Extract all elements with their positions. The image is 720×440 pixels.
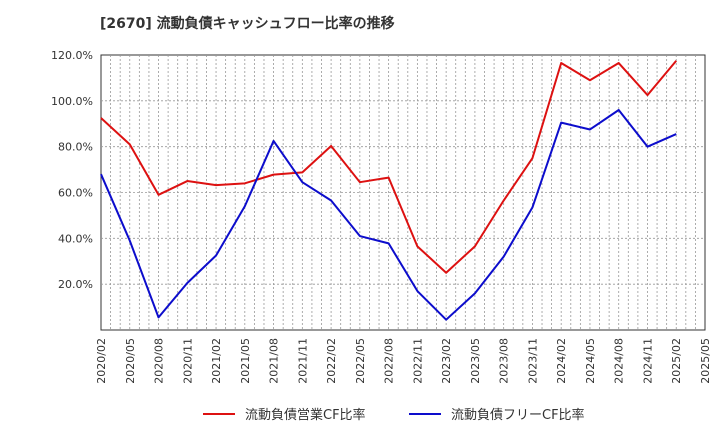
x-tick-label: 2024/02 bbox=[555, 338, 568, 384]
x-tick-label: 2022/08 bbox=[383, 338, 396, 384]
y-tick-label: 40.0% bbox=[58, 232, 93, 245]
x-tick-label: 2023/05 bbox=[469, 338, 482, 384]
x-tick-label: 2020/08 bbox=[153, 338, 166, 384]
series-lines bbox=[100, 60, 678, 321]
x-axis-ticks: 2020/02 2020/05 2020/08 2020/11 2021/02 2021/… bbox=[95, 338, 712, 384]
x-tick-label: 2020/02 bbox=[95, 338, 108, 384]
x-tick-label: 2023/02 bbox=[440, 338, 453, 384]
y-tick-label: 120.0% bbox=[51, 49, 93, 62]
x-tick-label: 2020/11 bbox=[181, 338, 194, 384]
y-tick-label: 80.0% bbox=[58, 141, 93, 154]
x-tick-label: 2022/05 bbox=[354, 338, 367, 384]
grid-lines bbox=[101, 55, 705, 330]
x-tick-label: 2022/11 bbox=[411, 338, 424, 384]
series-line-operating-cf bbox=[100, 60, 678, 274]
legend-label: 流動負債フリーCF比率 bbox=[451, 407, 585, 423]
y-tick-label: 100.0% bbox=[51, 95, 93, 108]
x-tick-label: 2021/11 bbox=[296, 338, 309, 384]
x-tick-label: 2021/08 bbox=[268, 338, 281, 384]
y-axis-ticks: 20.0% 40.0% 60.0% 80.0% 100.0% 120.0% bbox=[51, 49, 93, 291]
x-tick-label: 2024/11 bbox=[641, 338, 654, 384]
series-line-free-cf bbox=[100, 109, 677, 321]
x-tick-label: 2020/05 bbox=[124, 338, 137, 384]
x-tick-label: 2022/02 bbox=[325, 338, 338, 384]
x-tick-label: 2024/05 bbox=[584, 338, 597, 384]
x-tick-label: 2024/08 bbox=[613, 338, 626, 384]
legend: 流動負債営業CF比率 流動負債フリーCF比率 bbox=[203, 407, 585, 423]
x-tick-label: 2021/05 bbox=[239, 338, 252, 384]
x-tick-label: 2021/02 bbox=[210, 338, 223, 384]
legend-label: 流動負債営業CF比率 bbox=[245, 407, 366, 423]
x-tick-label: 2023/11 bbox=[526, 338, 539, 384]
x-tick-label: 2025/02 bbox=[670, 338, 683, 384]
y-tick-label: 20.0% bbox=[58, 278, 93, 291]
x-tick-label: 2025/05 bbox=[699, 338, 712, 384]
chart-title: [2670] 流動負債キャッシュフロー比率の推移 bbox=[100, 16, 395, 32]
x-tick-label: 2023/08 bbox=[498, 338, 511, 384]
y-tick-label: 60.0% bbox=[58, 187, 93, 200]
